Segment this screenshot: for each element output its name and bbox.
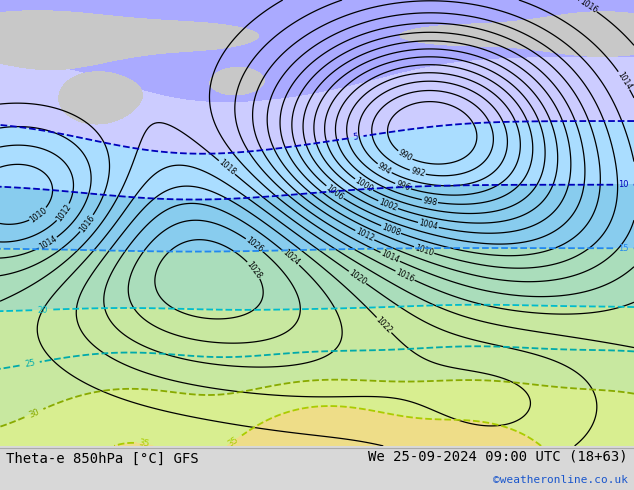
Text: 1016: 1016 [394,268,416,284]
Text: 1000: 1000 [353,176,375,194]
Text: 10: 10 [618,180,629,189]
Text: 15: 15 [618,244,629,253]
Text: 1006: 1006 [325,183,346,202]
Text: 1026: 1026 [244,236,265,254]
Text: 1022: 1022 [374,315,394,335]
Text: 1012: 1012 [55,202,73,223]
Text: 35: 35 [226,435,240,448]
Text: 25: 25 [23,358,36,369]
Text: 1014: 1014 [380,249,401,265]
Text: 994: 994 [376,161,393,176]
Text: 990: 990 [396,148,413,163]
Text: 1012: 1012 [354,227,375,244]
Text: 1016: 1016 [77,213,96,234]
Text: 5: 5 [353,132,359,142]
Text: 1028: 1028 [245,260,264,280]
Text: Theta-e 850hPa [°C] GFS: Theta-e 850hPa [°C] GFS [6,452,199,466]
Text: We 25-09-2024 09:00 UTC (18+63): We 25-09-2024 09:00 UTC (18+63) [368,450,628,464]
Text: 996: 996 [394,180,411,193]
Text: 1016: 1016 [578,0,598,15]
Text: 1024: 1024 [281,248,302,268]
Text: 20: 20 [37,305,48,315]
Text: 1010: 1010 [28,205,49,224]
Text: 992: 992 [410,166,426,179]
Text: 1008: 1008 [380,222,401,237]
Text: ©weatheronline.co.uk: ©weatheronline.co.uk [493,475,628,485]
Text: 998: 998 [422,196,437,207]
Text: 1014: 1014 [37,234,58,252]
Text: 1014: 1014 [615,70,633,91]
Text: 1002: 1002 [377,197,399,213]
Text: 35: 35 [138,439,150,449]
Text: 1020: 1020 [347,268,368,287]
Text: 1010: 1010 [413,243,435,257]
Text: 1004: 1004 [418,219,439,232]
Text: 30: 30 [27,407,41,419]
Text: 1018: 1018 [217,158,237,177]
